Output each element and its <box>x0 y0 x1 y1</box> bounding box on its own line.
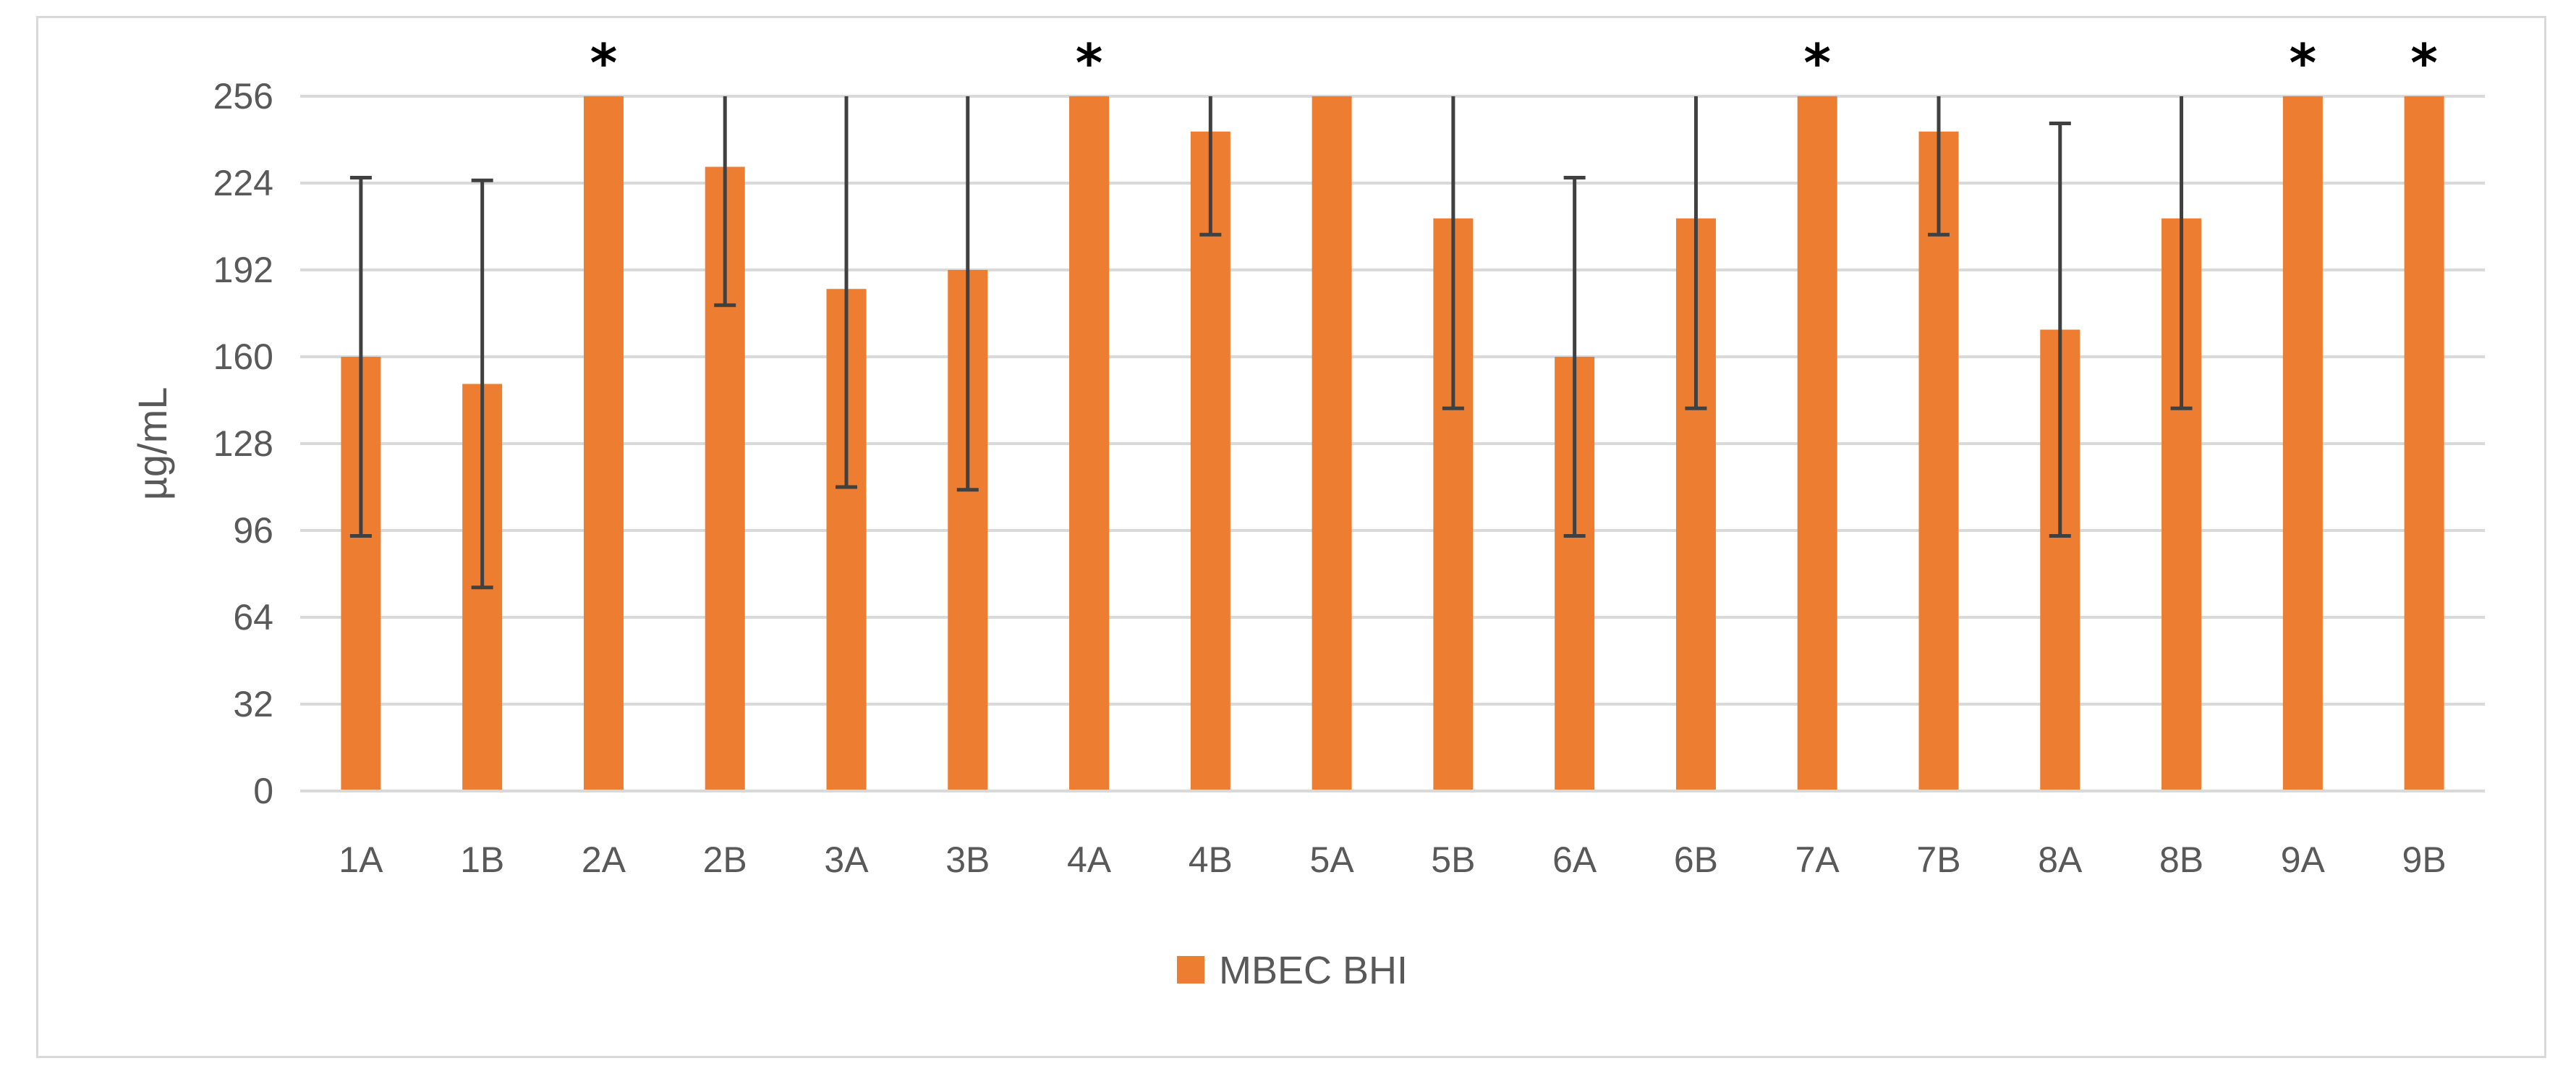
legend-label: MBEC BHI <box>1219 949 1408 992</box>
x-tick-label: 3B <box>945 839 990 880</box>
x-tick-label: 7A <box>1795 839 1840 880</box>
y-tick-label: 64 <box>233 597 273 638</box>
x-tick-label: 8A <box>2038 839 2083 880</box>
x-tick-label: 5B <box>1431 839 1475 880</box>
gridlines <box>300 95 2485 706</box>
significance-marker-7a: * <box>1803 33 1831 93</box>
y-tick-label: 224 <box>213 163 273 203</box>
x-tick-label: 9B <box>2402 839 2447 880</box>
significance-marker-2a: * <box>590 33 618 93</box>
bars <box>341 96 2444 791</box>
y-tick-label: 96 <box>233 510 273 551</box>
x-tick-label: 1A <box>339 839 383 880</box>
y-tick-labels: 0 32 64 96 128 160 192 224 256 <box>213 76 273 811</box>
bar-4b <box>1190 131 1230 791</box>
legend-swatch <box>1177 956 1204 984</box>
bar-9a <box>2282 96 2323 791</box>
x-tick-label: 8B <box>2159 839 2203 880</box>
x-tick-labels: 1A 1B 2A 2B 3A 3B 4A 4B 5A 5B 6A 6B 7A 7B 8A 8B 9A 9B <box>339 839 2446 880</box>
chart-frame <box>36 16 2546 1058</box>
y-tick-label: 0 <box>253 771 273 811</box>
bar-9b <box>2404 96 2444 791</box>
bar-5a <box>1312 96 1352 791</box>
significance-marker-4a: * <box>1076 33 1103 93</box>
x-tick-label: 5A <box>1310 839 1355 880</box>
significance-marker-9a: * <box>2290 33 2317 93</box>
significance-marker-9b: * <box>2410 33 2438 93</box>
x-tick-label: 9A <box>2281 839 2326 880</box>
x-tick-label: 6B <box>1674 839 1718 880</box>
x-tick-label: 6A <box>1552 839 1597 880</box>
legend: MBEC BHI <box>1177 949 1408 992</box>
x-tick-label: 7B <box>1916 839 1960 880</box>
error-bars <box>349 96 2193 590</box>
bar-4a <box>1069 96 1110 791</box>
x-tick-label: 1B <box>460 839 504 880</box>
y-tick-label: 256 <box>213 76 273 117</box>
bar-7a <box>1797 96 1837 791</box>
y-tick-label: 32 <box>233 684 273 724</box>
bar-7b <box>1918 131 1959 791</box>
bar-2a <box>583 96 624 791</box>
y-tick-label: 192 <box>213 250 273 290</box>
x-tick-label: 2B <box>703 839 747 880</box>
y-tick-label: 128 <box>213 423 273 464</box>
x-tick-label: 3A <box>824 839 869 880</box>
x-tick-label: 4B <box>1189 839 1233 880</box>
y-axis-title: µg/mL <box>129 387 175 501</box>
x-tick-label: 2A <box>582 839 626 880</box>
y-tick-label: 160 <box>213 337 273 377</box>
x-tick-label: 4A <box>1067 839 1112 880</box>
significance-markers: * * * * * <box>590 33 2438 93</box>
